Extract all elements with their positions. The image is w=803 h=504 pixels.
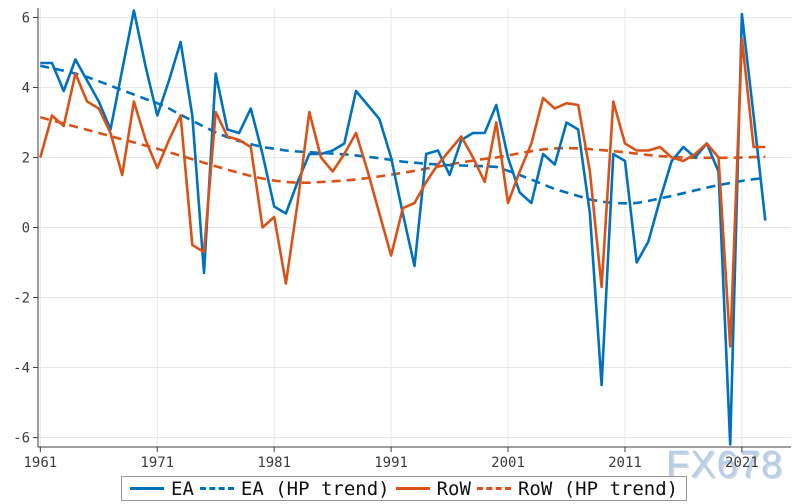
legend-label-ea-hp-trend: EA (HP trend) (240, 477, 390, 500)
svg-text:6: 6 (22, 10, 30, 26)
legend-line-ea-dashed-swatch (199, 487, 234, 490)
svg-text:1981: 1981 (257, 455, 291, 471)
legend-label-row: RoW (436, 477, 471, 500)
legend-label-ea: EA (171, 477, 194, 500)
svg-text:-2: -2 (13, 291, 30, 307)
chart-legend: EA EA (HP trend) RoW RoW (HP trend) (121, 476, 688, 501)
svg-text:2001: 2001 (491, 455, 525, 471)
svg-text:1971: 1971 (140, 455, 174, 471)
legend-item-row: RoW (395, 477, 471, 500)
svg-text:2021: 2021 (725, 455, 759, 471)
legend-item-ea: EA (130, 478, 194, 500)
legend-item-ea-hp-trend: EA (HP trend) (199, 477, 390, 500)
svg-text:1961: 1961 (23, 455, 57, 471)
legend-label-row-hp-trend: RoW (HP trend) (517, 477, 679, 500)
svg-text:2011: 2011 (608, 455, 642, 471)
svg-text:2: 2 (22, 150, 30, 166)
svg-text:-4: -4 (13, 361, 30, 377)
legend-line-row-dashed-swatch (476, 487, 511, 490)
svg-text:1991: 1991 (374, 455, 408, 471)
svg-text:4: 4 (22, 80, 30, 96)
legend-line-ea-solid-swatch (130, 487, 164, 490)
svg-text:-6: -6 (13, 431, 30, 447)
legend-item-row-hp-trend: RoW (HP trend) (476, 477, 679, 500)
legend-line-row-solid-swatch (395, 487, 430, 490)
svg-text:0: 0 (22, 221, 30, 237)
